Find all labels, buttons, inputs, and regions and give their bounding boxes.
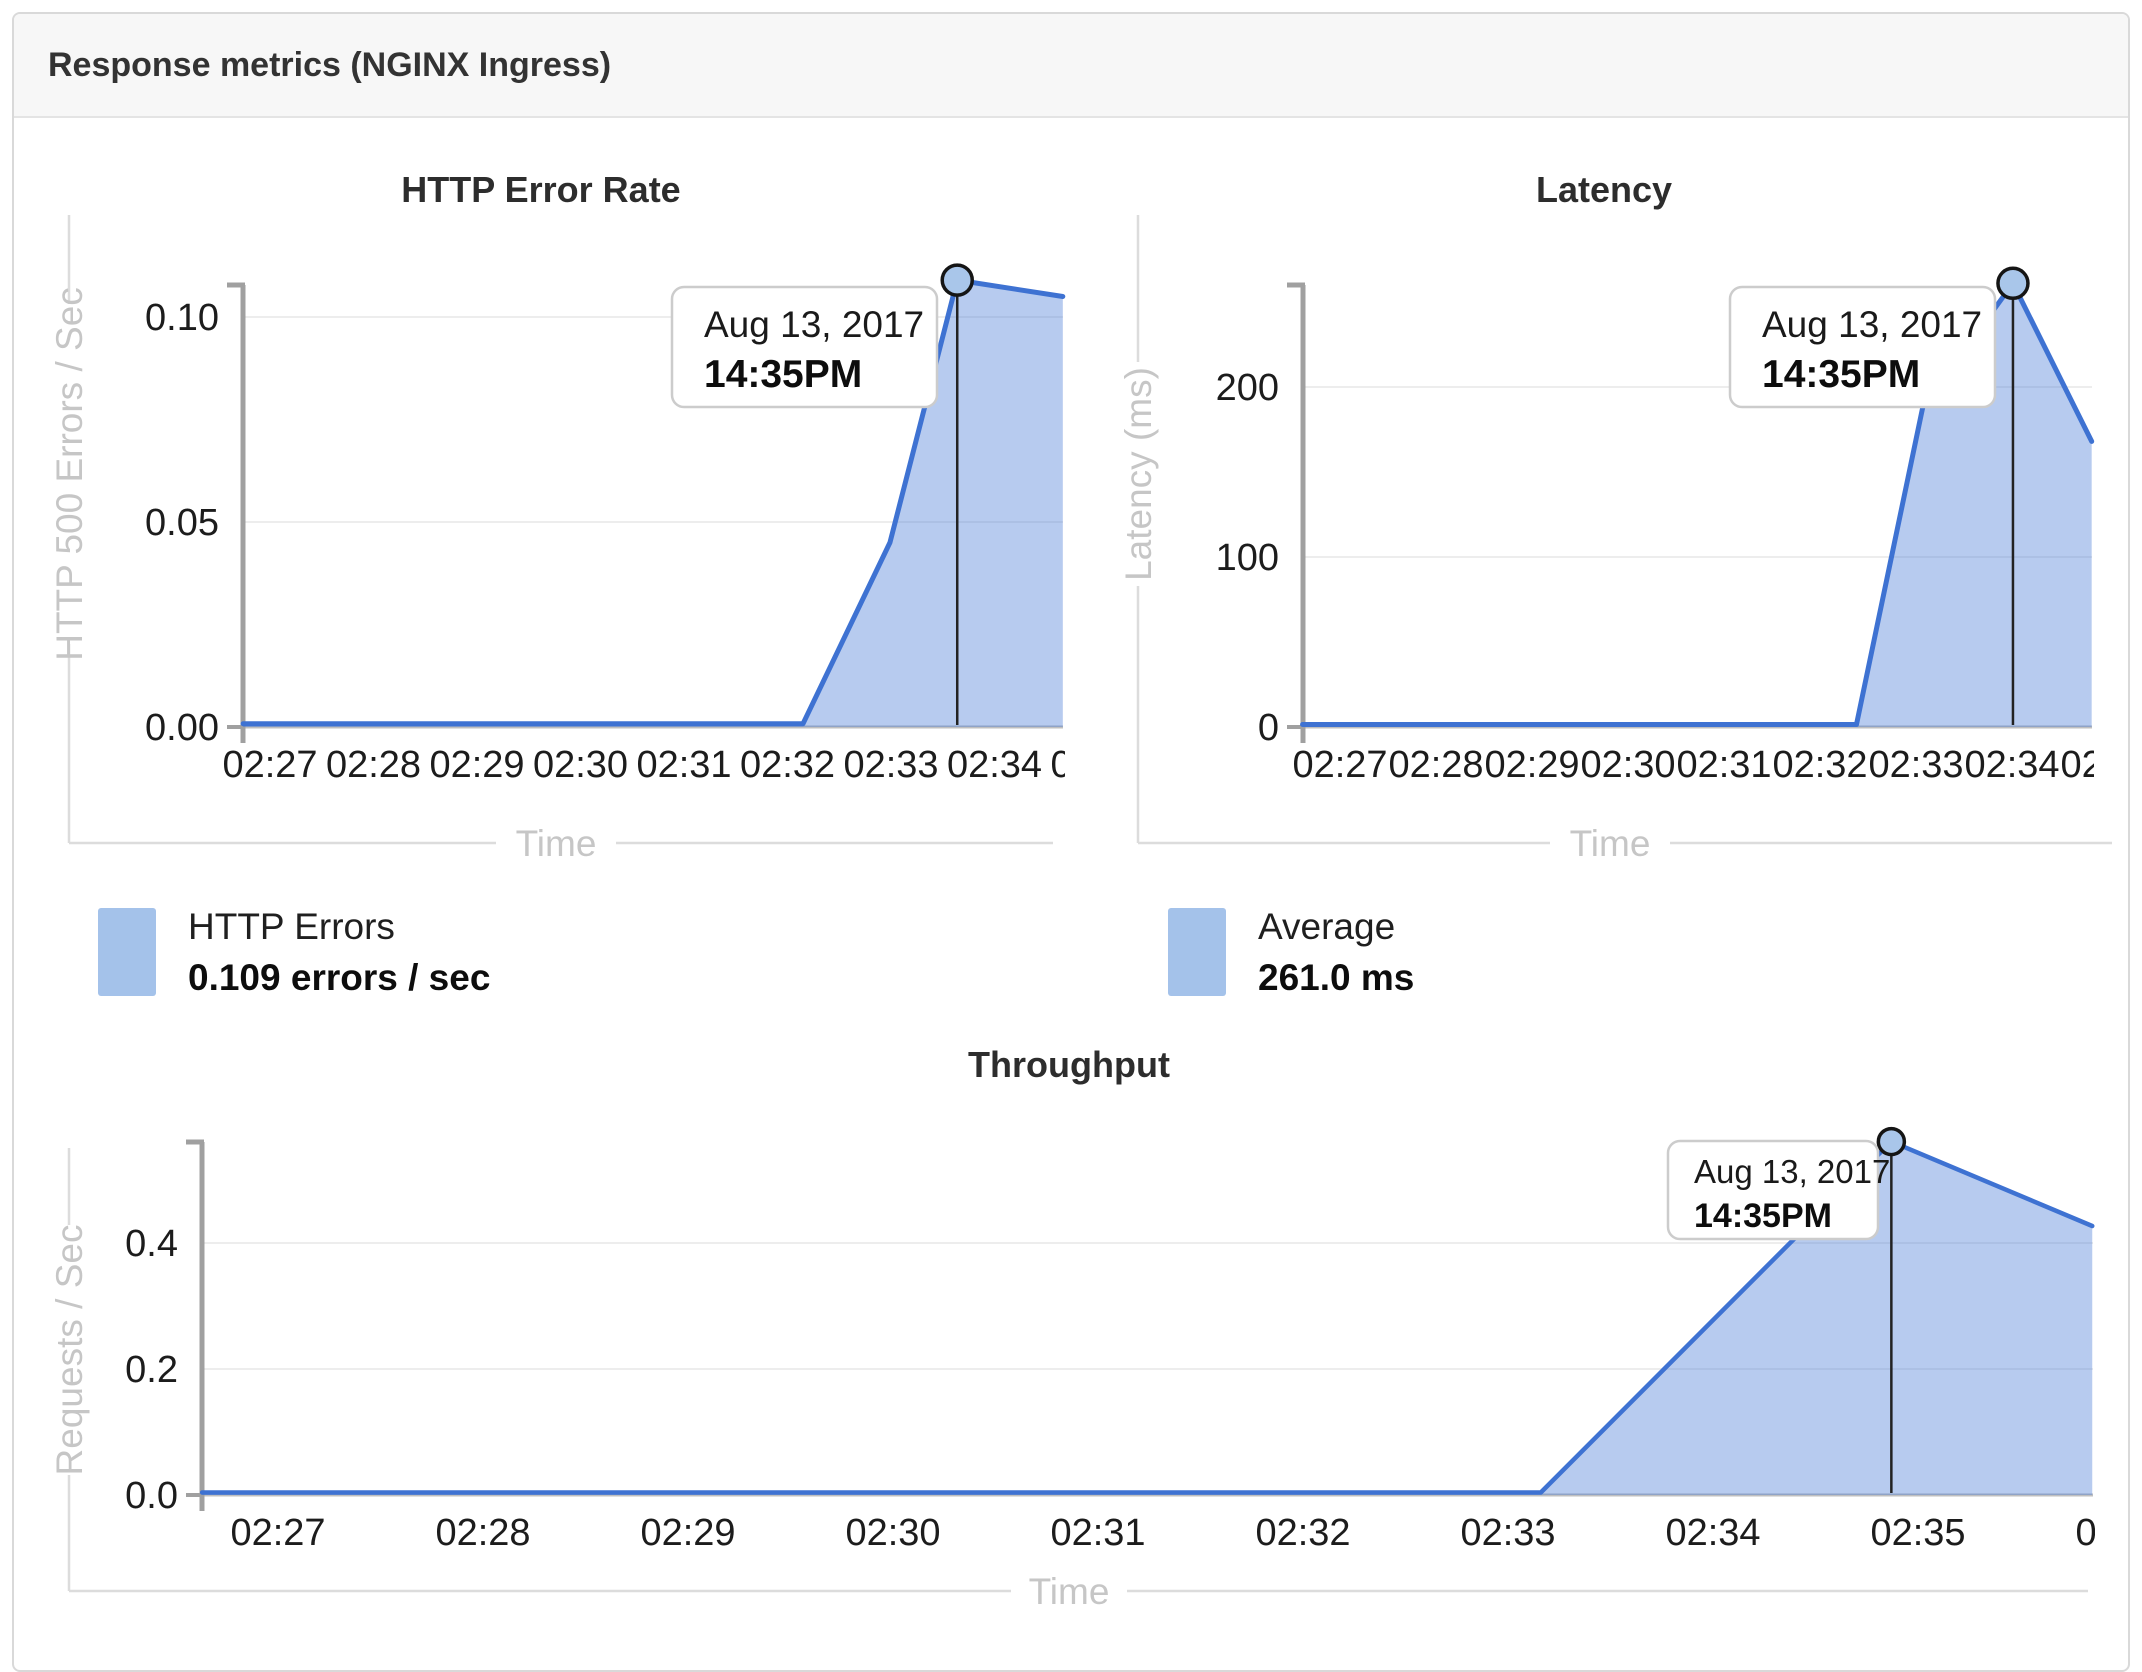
latency-chart[interactable]: Latency (ms) Time Latency 0 100 200 02:27 02:28… [1078, 130, 2130, 1030]
tooltip: Aug 13, 2017 14:35PM [670, 285, 939, 409]
x-tick-label: 02:30 [845, 1512, 940, 1554]
x-axis-title: Time [1029, 1571, 1110, 1608]
legend-http-errors-label: HTTP Errors [188, 906, 395, 947]
hover-marker[interactable] [1876, 1126, 1907, 1157]
x-tick-label: 02:36 [2075, 1512, 2130, 1554]
x-tick-label: 02:27 [222, 744, 317, 786]
y-axis-title: HTTP 500 Errors / Sec [49, 287, 90, 661]
x-tick-label: 02:28 [1388, 744, 1483, 786]
legend-average-label: Average [1258, 906, 1396, 947]
x-axis-title: Time [516, 823, 597, 864]
http-errors-swatch-icon [98, 908, 156, 996]
average-latency-swatch-icon [1168, 908, 1226, 996]
tooltip-date: Aug 13, 2017 [1694, 1153, 1890, 1190]
tooltip: Aug 13, 2017 14:35PM [1666, 1139, 1890, 1241]
legend-average-latency: Average 261.0 ms [1168, 908, 1414, 996]
x-tick-label: 02:28 [326, 744, 421, 786]
tooltip-time: 14:35PM [1694, 1197, 1832, 1235]
x-tick-label: 02:29 [640, 1512, 735, 1554]
axis-frame-rails [1136, 215, 2112, 845]
x-tick-label: 02:27 [230, 1512, 325, 1554]
y-axis [1287, 282, 1306, 743]
tooltip: Aug 13, 2017 14:35PM [1728, 285, 1997, 409]
chart-title: Throughput [968, 1044, 1170, 1085]
x-tick-label: 02:33 [843, 744, 938, 786]
y-tick-label: 0.0 [125, 1475, 178, 1517]
x-tick-label: 02:27 [1292, 744, 1387, 786]
x-tick-label: 02:35 [1050, 744, 1078, 786]
x-tick-label: 02:33 [1868, 744, 1963, 786]
y-axis-title: Latency (ms) [1118, 367, 1159, 581]
axis-frame-rails [67, 215, 1053, 845]
x-tick-label: 02:29 [1484, 744, 1579, 786]
panel-title: Response metrics (NGINX Ingress) [48, 45, 612, 84]
y-tick-label: 100 [1216, 537, 1279, 579]
x-tick-label: 02:29 [429, 744, 524, 786]
x-tick-label: 02:31 [636, 744, 731, 786]
series-line [240, 277, 1066, 727]
gridlines [202, 1242, 2093, 1497]
tooltip-time: 14:35PM [704, 353, 862, 396]
x-tick-label: 02:33 [1460, 1512, 1555, 1554]
x-tick-label: 02:32 [1255, 1512, 1350, 1554]
x-tick-label: 02:32 [1772, 744, 1867, 786]
metrics-dashboard: Response metrics (NGINX Ingress) HTTP 50… [12, 12, 2130, 1672]
x-tick-label: 02:28 [435, 1512, 530, 1554]
y-tick-label: 0.2 [125, 1349, 178, 1391]
throughput-chart[interactable]: Requests / Sec Time Throughput 0.0 0.2 0.4 02:… [12, 1030, 2130, 1608]
x-tick-label: 02:31 [1050, 1512, 1145, 1554]
panel-header: Response metrics (NGINX Ingress) [14, 14, 2128, 118]
hover-marker[interactable] [940, 263, 974, 297]
x-tick-label: 02:34 [1665, 1512, 1760, 1554]
y-tick-label: 0.05 [145, 502, 219, 544]
x-tick-labels: 02:27 02:28 02:29 02:30 02:31 02:32 02:33 02:34… [222, 744, 1078, 786]
series-area-fill [1302, 283, 2092, 727]
tooltip-time: 14:35PM [1762, 353, 1920, 396]
x-tick-label: 02:32 [740, 744, 835, 786]
x-axis-title: Time [1570, 823, 1651, 864]
series-area-fill [243, 280, 1063, 727]
y-tick-label: 200 [1216, 367, 1279, 409]
x-tick-label: 02:31 [1676, 744, 1771, 786]
x-tick-label: 02:34 [1964, 744, 2059, 786]
x-tick-label: 02:35 [1870, 1512, 1965, 1554]
legend-average-value: 261.0 ms [1258, 957, 1415, 998]
y-axis [227, 282, 246, 743]
x-tick-labels: 02:27 02:28 02:29 02:30 02:31 02:32 02:33 02:34… [1292, 744, 2130, 786]
series-line [199, 1139, 2095, 1495]
y-tick-label: 0.00 [145, 707, 219, 749]
y-tick-label: 0.10 [145, 297, 219, 339]
x-tick-labels: 02:27 02:28 02:29 02:30 02:31 02:32 02:33 02:34… [230, 1512, 2130, 1554]
y-tick-label: 0.4 [125, 1223, 178, 1265]
tooltip-date: Aug 13, 2017 [704, 304, 924, 345]
chart-title: Latency [1536, 169, 1672, 210]
y-axis [186, 1139, 205, 1511]
legend-http-errors-value: 0.109 errors / sec [188, 957, 491, 998]
x-tick-label: 02:34 [947, 744, 1042, 786]
x-tick-label: 02:35 [2060, 744, 2130, 786]
axis-frame-rails [67, 1148, 2088, 1593]
hover-marker[interactable] [1996, 266, 2030, 301]
x-tick-label: 02:30 [1580, 744, 1675, 786]
x-tick-label: 02:30 [533, 744, 628, 786]
tooltip-date: Aug 13, 2017 [1762, 304, 1982, 345]
y-tick-label: 0 [1258, 707, 1279, 749]
y-axis-title: Requests / Sec [49, 1225, 90, 1476]
series-area-fill [202, 1141, 2093, 1495]
chart-title: HTTP Error Rate [401, 169, 680, 210]
legend-http-errors: HTTP Errors 0.109 errors / sec [98, 908, 490, 996]
http-error-rate-chart[interactable]: HTTP 500 Errors / Sec Time HTTP Error Rate… [12, 130, 1078, 1030]
